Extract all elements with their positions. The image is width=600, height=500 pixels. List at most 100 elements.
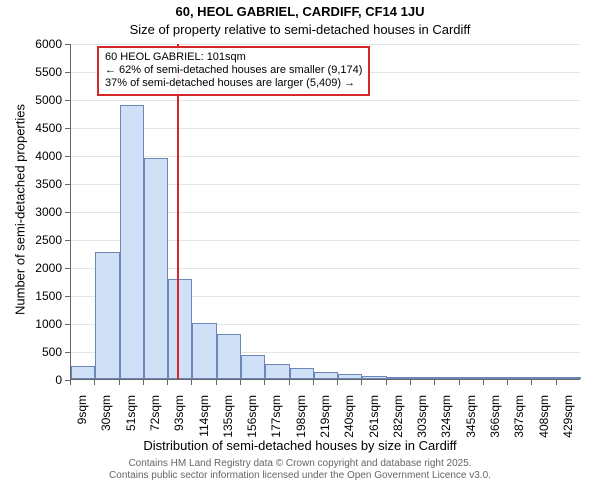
histogram-bar <box>362 376 386 379</box>
xtick-mark <box>313 380 314 385</box>
xtick-label: 408sqm <box>537 395 551 451</box>
histogram-bar <box>338 374 362 379</box>
xtick-label: 114sqm <box>197 395 211 451</box>
histogram-bar <box>265 364 289 379</box>
annotation-box: 60 HEOL GABRIEL: 101sqm ← 62% of semi-de… <box>97 46 370 96</box>
ytick-mark <box>65 156 70 157</box>
xtick-mark <box>459 380 460 385</box>
annotation-line3: 37% of semi-detached houses are larger (… <box>105 77 362 90</box>
xtick-mark <box>191 380 192 385</box>
xtick-label: 261sqm <box>367 395 381 451</box>
ytick-mark <box>65 240 70 241</box>
xtick-mark <box>143 380 144 385</box>
ytick-mark <box>65 212 70 213</box>
ytick-label: 6000 <box>0 37 62 51</box>
xtick-mark <box>556 380 557 385</box>
xtick-mark <box>216 380 217 385</box>
ytick-mark <box>65 184 70 185</box>
xtick-label: 156sqm <box>245 395 259 451</box>
xtick-mark <box>434 380 435 385</box>
xtick-mark <box>167 380 168 385</box>
xtick-mark <box>483 380 484 385</box>
ytick-mark <box>65 352 70 353</box>
chart-title-line1: 60, HEOL GABRIEL, CARDIFF, CF14 1JU <box>0 4 600 19</box>
ytick-label: 1500 <box>0 289 62 303</box>
xtick-mark <box>337 380 338 385</box>
xtick-label: 366sqm <box>488 395 502 451</box>
histogram-bar <box>484 377 508 379</box>
histogram-bar <box>435 377 459 379</box>
histogram-bar <box>71 366 95 379</box>
xtick-label: 135sqm <box>221 395 235 451</box>
ytick-label: 500 <box>0 345 62 359</box>
ytick-label: 3000 <box>0 205 62 219</box>
chart-title-line2: Size of property relative to semi-detach… <box>0 22 600 37</box>
xtick-mark <box>119 380 120 385</box>
xtick-label: 9sqm <box>75 395 89 451</box>
xtick-label: 30sqm <box>99 395 113 451</box>
xtick-mark <box>94 380 95 385</box>
ytick-label: 5000 <box>0 93 62 107</box>
ytick-label: 2500 <box>0 233 62 247</box>
histogram-bar <box>144 158 168 379</box>
xtick-mark <box>507 380 508 385</box>
histogram-bar <box>314 372 338 379</box>
xtick-label: 345sqm <box>464 395 478 451</box>
histogram-bar <box>460 377 484 379</box>
ytick-mark <box>65 100 70 101</box>
histogram-chart: 60, HEOL GABRIEL, CARDIFF, CF14 1JU Size… <box>0 0 600 500</box>
ytick-mark <box>65 324 70 325</box>
xtick-mark <box>264 380 265 385</box>
histogram-bar <box>387 377 411 379</box>
gridline <box>71 128 580 129</box>
histogram-bar <box>557 377 581 379</box>
xtick-label: 177sqm <box>269 395 283 451</box>
gridline <box>71 156 580 157</box>
xtick-mark <box>240 380 241 385</box>
ytick-label: 3500 <box>0 177 62 191</box>
histogram-bar <box>217 334 241 379</box>
xtick-label: 51sqm <box>124 395 138 451</box>
histogram-bar <box>290 368 314 379</box>
xtick-label: 240sqm <box>342 395 356 451</box>
xtick-mark <box>70 380 71 385</box>
xtick-label: 219sqm <box>318 395 332 451</box>
footer-line2: Contains public sector information licen… <box>0 470 600 482</box>
xtick-mark <box>410 380 411 385</box>
histogram-bar <box>120 105 144 379</box>
xtick-label: 429sqm <box>561 395 575 451</box>
xtick-label: 324sqm <box>439 395 453 451</box>
ytick-label: 0 <box>0 373 62 387</box>
annotation-line2: ← 62% of semi-detached houses are smalle… <box>105 64 362 77</box>
histogram-bar <box>192 323 216 379</box>
xtick-label: 303sqm <box>415 395 429 451</box>
xtick-label: 93sqm <box>172 395 186 451</box>
histogram-bar <box>241 355 265 379</box>
xtick-label: 387sqm <box>512 395 526 451</box>
xtick-mark <box>361 380 362 385</box>
chart-footer: Contains HM Land Registry data © Crown c… <box>0 458 600 482</box>
ytick-label: 2000 <box>0 261 62 275</box>
xtick-label: 198sqm <box>294 395 308 451</box>
histogram-bar <box>411 377 435 379</box>
ytick-mark <box>65 296 70 297</box>
ytick-label: 5500 <box>0 65 62 79</box>
xtick-mark <box>289 380 290 385</box>
xtick-mark <box>531 380 532 385</box>
gridline <box>71 100 580 101</box>
ytick-label: 1000 <box>0 317 62 331</box>
histogram-bar <box>95 252 119 379</box>
ytick-mark <box>65 268 70 269</box>
ytick-label: 4500 <box>0 121 62 135</box>
gridline <box>71 44 580 45</box>
histogram-bar <box>168 279 192 379</box>
annotation-line1: 60 HEOL GABRIEL: 101sqm <box>105 51 362 64</box>
ytick-mark <box>65 128 70 129</box>
xtick-label: 72sqm <box>148 395 162 451</box>
histogram-bar <box>508 377 532 379</box>
histogram-bar <box>532 377 556 379</box>
ytick-mark <box>65 44 70 45</box>
ytick-mark <box>65 72 70 73</box>
xtick-mark <box>386 380 387 385</box>
xtick-label: 282sqm <box>391 395 405 451</box>
